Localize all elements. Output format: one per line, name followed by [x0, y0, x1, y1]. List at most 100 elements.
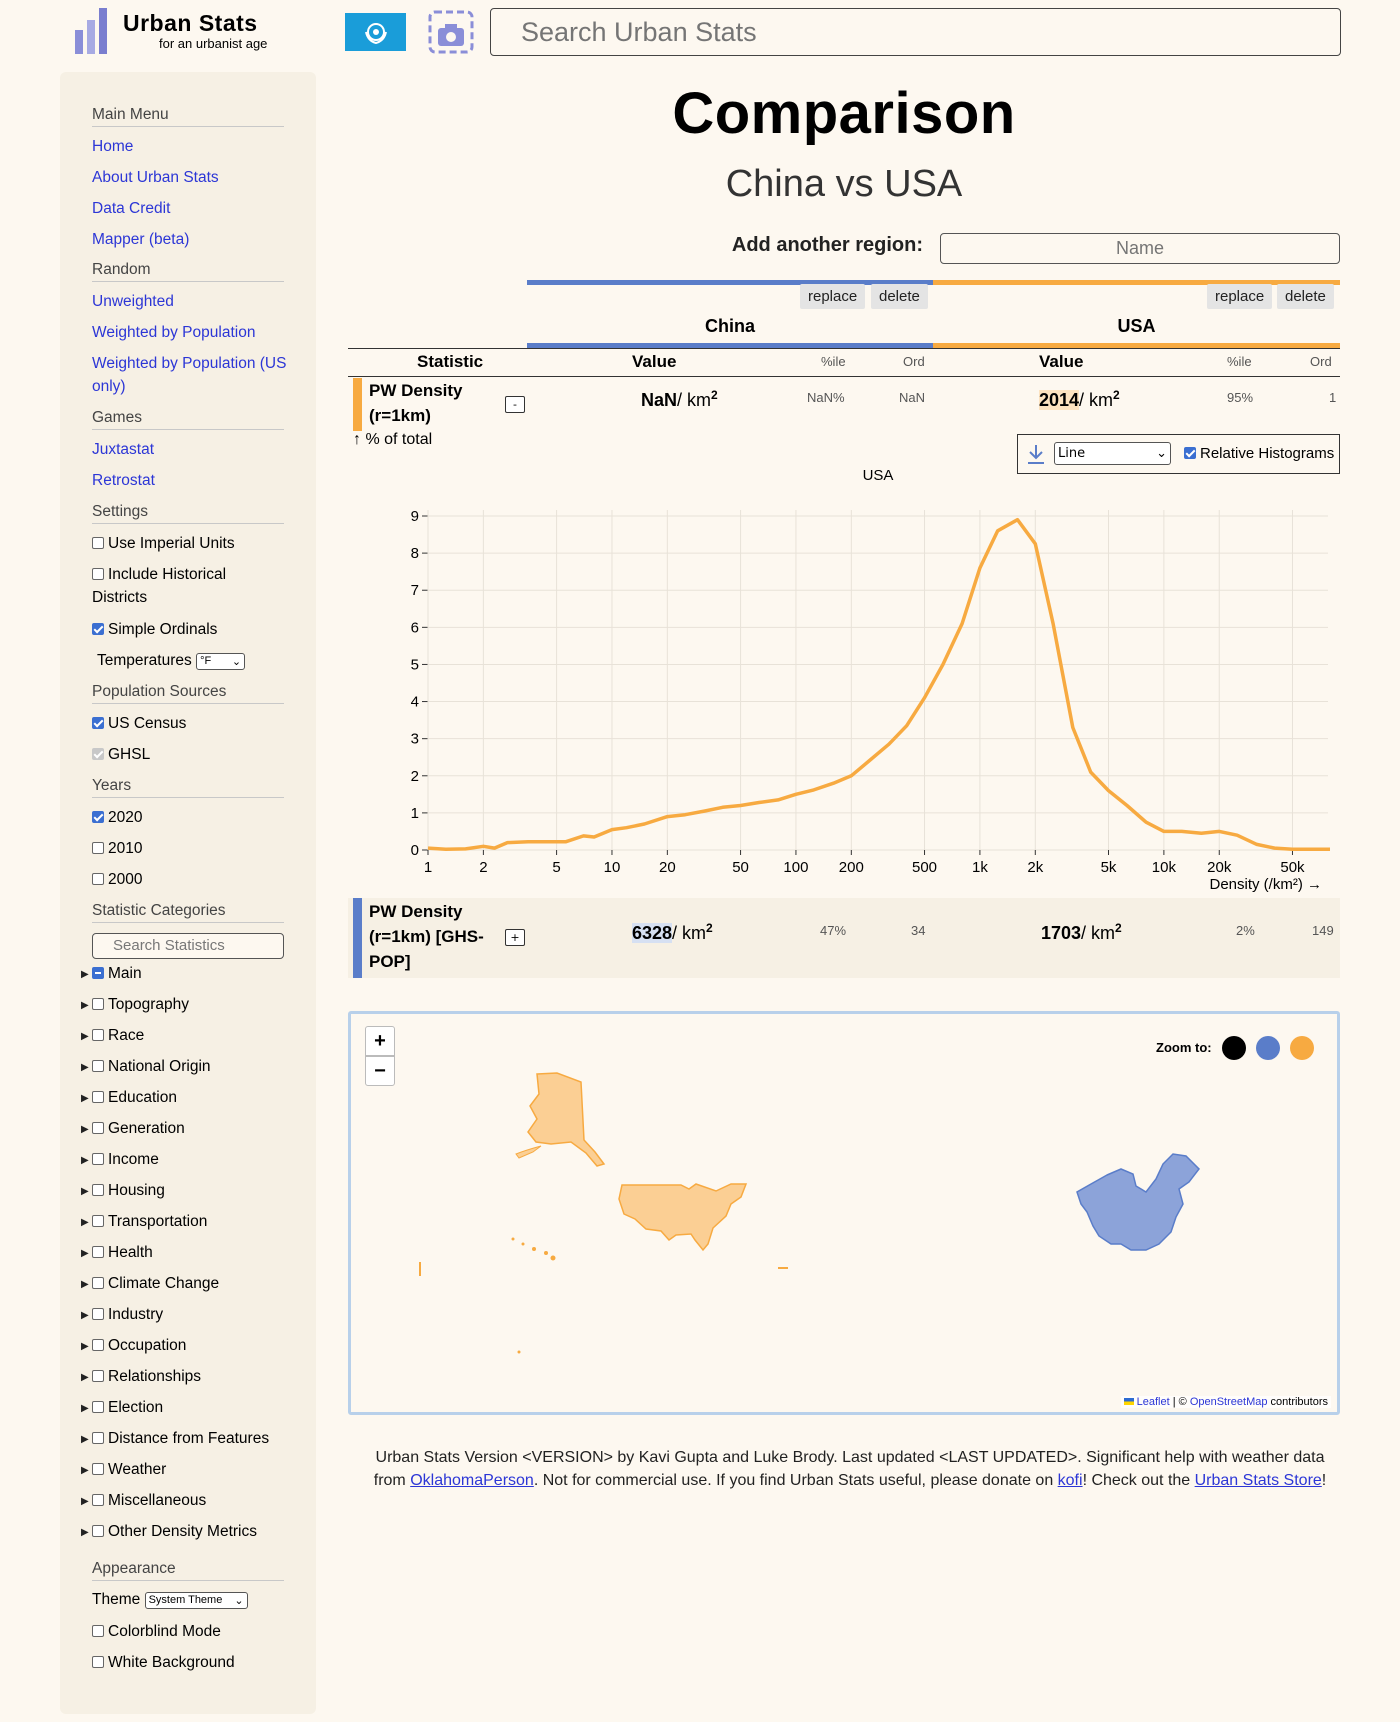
china-delete-button[interactable]: delete — [871, 284, 928, 309]
china-header[interactable]: China — [527, 316, 933, 337]
checkbox-icon[interactable] — [92, 1153, 104, 1165]
row2-label[interactable]: PW Density (r=1km) [GHS- POP] — [369, 899, 484, 974]
oklahomaperson-link[interactable]: OklahomaPerson — [410, 1472, 534, 1489]
category-health[interactable]: ▶ Health — [92, 1244, 153, 1262]
checkbox-icon[interactable] — [92, 1308, 104, 1320]
year-2000-checkbox[interactable]: 2000 — [92, 871, 142, 889]
usa-delete-button[interactable]: delete — [1277, 284, 1334, 309]
checkbox-icon[interactable] — [92, 1277, 104, 1289]
search-input[interactable] — [490, 8, 1341, 56]
category-main[interactable]: ▶ Main — [92, 965, 142, 983]
sidebar-item-about[interactable]: About Urban Stats — [92, 169, 219, 187]
expand-arrow-icon[interactable]: ▶ — [81, 1186, 89, 1197]
category-housing[interactable]: ▶ Housing — [92, 1182, 165, 1200]
checkbox-icon[interactable] — [92, 1339, 104, 1351]
checkbox-icon[interactable] — [92, 1494, 104, 1506]
sidebar-item-retrostat[interactable]: Retrostat — [92, 472, 155, 490]
expand-arrow-icon[interactable]: ▶ — [81, 1031, 89, 1042]
checkbox-icon[interactable] — [92, 1246, 104, 1258]
checkbox-icon[interactable] — [92, 842, 104, 854]
un-flag-icon[interactable] — [345, 13, 406, 51]
checkbox-icon[interactable] — [1184, 447, 1196, 459]
store-link[interactable]: Urban Stats Store — [1195, 1472, 1322, 1489]
category-race[interactable]: ▶ Race — [92, 1027, 144, 1045]
category-weather[interactable]: ▶ Weather — [92, 1461, 166, 1479]
checkbox-icon[interactable] — [92, 1432, 104, 1444]
leaflet-link[interactable]: Leaflet — [1137, 1396, 1170, 1408]
expand-arrow-icon[interactable]: ▶ — [81, 1093, 89, 1104]
year-2010-checkbox[interactable]: 2010 — [92, 840, 142, 858]
sidebar-item-juxtastat[interactable]: Juxtastat — [92, 441, 154, 459]
expand-arrow-icon[interactable]: ▶ — [81, 969, 89, 980]
checkbox-icon[interactable] — [92, 537, 104, 549]
category-generation[interactable]: ▶ Generation — [92, 1120, 185, 1138]
colorblind-checkbox[interactable]: Colorblind Mode — [92, 1623, 221, 1641]
row1-label[interactable]: PW Density (r=1km) — [369, 378, 463, 428]
checkbox-icon[interactable] — [92, 1625, 104, 1637]
sidebar-item-home[interactable]: Home — [92, 138, 133, 156]
expand-arrow-icon[interactable]: ▶ — [81, 1248, 89, 1259]
checkbox-icon[interactable] — [92, 1029, 104, 1041]
expand-arrow-icon[interactable]: ▶ — [81, 1217, 89, 1228]
temperature-select[interactable]: °F ⌄ — [196, 653, 245, 670]
expand-arrow-icon[interactable]: ▶ — [81, 1124, 89, 1135]
checkbox-icon[interactable] — [92, 1122, 104, 1134]
checkbox-icon[interactable] — [92, 1656, 104, 1668]
checkbox-icon[interactable] — [92, 873, 104, 885]
sidebar-item-weighted-pop-us[interactable]: Weighted by Population (US — [92, 355, 286, 373]
expand-arrow-icon[interactable]: ▶ — [81, 1000, 89, 1011]
category-election[interactable]: ▶ Election — [92, 1399, 163, 1417]
category-income[interactable]: ▶ Income — [92, 1151, 159, 1169]
category-other-density-metrics[interactable]: ▶ Other Density Metrics — [92, 1523, 257, 1541]
search-statistics-input[interactable]: Search Statistics — [92, 933, 284, 959]
checkbox-icon[interactable] — [92, 1215, 104, 1227]
checkbox-icon[interactable] — [92, 748, 104, 760]
checkbox-icon[interactable] — [92, 623, 104, 635]
imperial-units-checkbox[interactable]: Use Imperial Units — [92, 535, 235, 553]
checkbox-icon[interactable] — [92, 1184, 104, 1196]
collapse-button[interactable]: - — [505, 396, 525, 413]
category-national-origin[interactable]: ▶ National Origin — [92, 1058, 211, 1076]
category-education[interactable]: ▶ Education — [92, 1089, 177, 1107]
category-relationships[interactable]: ▶ Relationships — [92, 1368, 201, 1386]
category-occupation[interactable]: ▶ Occupation — [92, 1337, 186, 1355]
expand-arrow-icon[interactable]: ▶ — [81, 1434, 89, 1445]
category-industry[interactable]: ▶ Industry — [92, 1306, 163, 1324]
ghsl-checkbox[interactable]: GHSL — [92, 746, 150, 764]
checkbox-icon[interactable] — [92, 998, 104, 1010]
checkbox-icon[interactable] — [92, 1463, 104, 1475]
theme-select[interactable]: System Theme ⌄ — [145, 1592, 248, 1609]
china-replace-button[interactable]: replace — [800, 284, 865, 309]
checkbox-icon[interactable] — [92, 1370, 104, 1382]
expand-arrow-icon[interactable]: ▶ — [81, 1403, 89, 1414]
expand-arrow-icon[interactable]: ▶ — [81, 1279, 89, 1290]
expand-arrow-icon[interactable]: ▶ — [81, 1527, 89, 1538]
expand-arrow-icon[interactable]: ▶ — [81, 1496, 89, 1507]
checkbox-icon[interactable] — [92, 1060, 104, 1072]
us-census-checkbox[interactable]: US Census — [92, 715, 186, 733]
add-region-input[interactable] — [940, 233, 1340, 264]
usa-replace-button[interactable]: replace — [1207, 284, 1272, 309]
sidebar-item-weighted-pop[interactable]: Weighted by Population — [92, 324, 255, 342]
expand-arrow-icon[interactable]: ▶ — [81, 1341, 89, 1352]
expand-arrow-icon[interactable]: ▶ — [81, 1155, 89, 1166]
category-topography[interactable]: ▶ Topography — [92, 996, 189, 1014]
logo[interactable]: Urban Stats for an urbanist age — [75, 8, 285, 56]
sidebar-item-unweighted[interactable]: Unweighted — [92, 293, 174, 311]
expand-arrow-icon[interactable]: ▶ — [81, 1062, 89, 1073]
checkbox-icon[interactable] — [92, 717, 104, 729]
white-bg-checkbox[interactable]: White Background — [92, 1654, 235, 1672]
expand-arrow-icon[interactable]: ▶ — [81, 1465, 89, 1476]
category-distance-from-features[interactable]: ▶ Distance from Features — [92, 1430, 269, 1448]
map[interactable]: + − Zoom to: Leaflet | © OpenStreetMap c… — [348, 1011, 1340, 1415]
sidebar-item-data-credit[interactable]: Data Credit — [92, 200, 170, 218]
kofi-link[interactable]: kofi — [1058, 1472, 1083, 1489]
expand-arrow-icon[interactable]: ▶ — [81, 1372, 89, 1383]
checkbox-icon[interactable] — [92, 1401, 104, 1413]
osm-link[interactable]: OpenStreetMap — [1190, 1396, 1268, 1408]
historical-districts-checkbox[interactable]: Include Historical — [92, 566, 226, 584]
expand-button[interactable]: + — [505, 929, 525, 946]
checkbox-icon[interactable] — [92, 1091, 104, 1103]
checkbox-icon[interactable] — [92, 568, 104, 580]
sidebar-item-weighted-pop-us-cont[interactable]: only) — [92, 378, 126, 396]
